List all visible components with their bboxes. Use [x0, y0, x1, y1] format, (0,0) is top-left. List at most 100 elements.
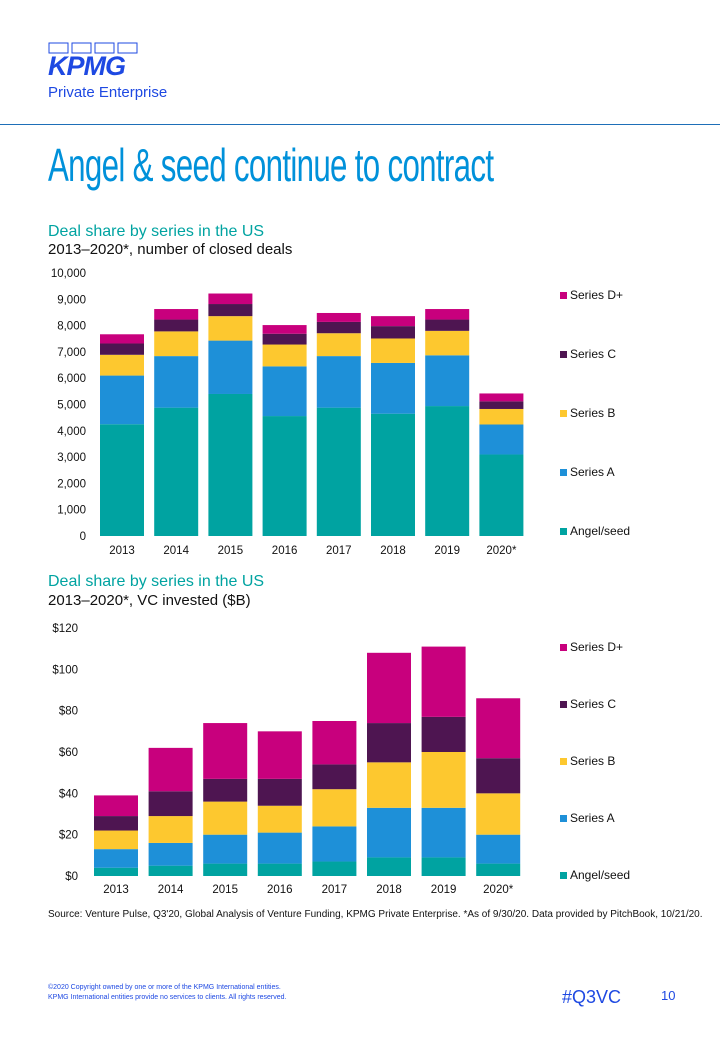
bar-segment-series-b	[100, 354, 144, 376]
bar-segment-series-b	[94, 830, 138, 850]
bar-segment-angel-seed	[100, 424, 144, 536]
bar-segment-angel-seed	[154, 407, 199, 536]
logo-boxes	[48, 42, 138, 54]
logo-subtitle: Private Enterprise	[48, 84, 168, 101]
y-tick-label: $60	[59, 747, 78, 759]
legend-swatch-series-c	[560, 351, 567, 358]
bar-segment-series-a	[371, 362, 415, 414]
bar-segment-series-b	[148, 816, 193, 843]
page-number: 10	[661, 988, 676, 1003]
bar-segment-series-c	[148, 791, 193, 817]
y-tick-label: 7,000	[57, 347, 86, 359]
bar-segment-series-b	[421, 752, 466, 808]
legend-label-series-b: Series B	[570, 754, 615, 768]
bar-segment-angel-seed	[479, 454, 524, 536]
legend-label-series-c: Series C	[570, 347, 616, 361]
bar-segment-series-a	[154, 356, 199, 408]
x-tick-label: 2020*	[483, 884, 514, 896]
legend-swatch-series-b	[560, 410, 567, 417]
legend-swatch-series-d	[560, 292, 567, 299]
y-tick-label: 0	[80, 531, 86, 543]
bar-segment-series-d	[316, 312, 361, 322]
x-tick-label: 2019	[431, 884, 457, 896]
x-tick-label: 2018	[376, 884, 402, 896]
x-tick-label: 2015	[218, 545, 244, 557]
bar-segment-series-b	[425, 330, 470, 356]
disclaimer-text: KPMG International entities provide no s…	[48, 994, 287, 1001]
bar-segment-series-c	[316, 321, 361, 334]
bar-segment-series-c	[94, 816, 138, 831]
y-tick-label: 4,000	[57, 426, 86, 438]
bar-segment-series-d	[257, 731, 302, 779]
header-divider	[0, 124, 720, 125]
bar-segment-series-c	[208, 304, 253, 317]
bar-segment-angel-seed	[371, 413, 415, 536]
bar-segment-series-b	[154, 331, 199, 357]
chart2-vc-invested: $0 $20 $40 $60 $80 $100 $120 2013 2014 2015 2016 20…	[52, 623, 630, 896]
bar-segment-series-d	[421, 646, 466, 717]
bar-segment-angel-seed	[312, 861, 357, 876]
bar-segment-series-b	[367, 762, 411, 808]
y-tick-label: 8,000	[57, 321, 86, 333]
y-tick-label: $0	[65, 871, 78, 883]
y-tick-label: 10,000	[51, 268, 86, 280]
legend-label-series-a: Series A	[570, 811, 615, 825]
x-tick-label: 2015	[212, 884, 238, 896]
page-title: Angel & seed continue to contract	[48, 139, 494, 191]
y-tick-label: $120	[52, 623, 78, 635]
legend-label-angel-seed: Angel/seed	[570, 524, 630, 538]
bar-segment-series-d	[371, 316, 415, 327]
bar-segment-series-a	[421, 807, 466, 858]
x-tick-label: 2014	[163, 545, 189, 557]
bar-segment-angel-seed	[208, 393, 253, 536]
legend-swatch-angel-seed	[560, 872, 567, 879]
x-tick-label: 2017	[322, 884, 348, 896]
bar-segment-series-a	[100, 375, 144, 425]
y-tick-label: $20	[59, 830, 78, 842]
x-tick-label: 2020*	[486, 545, 517, 557]
bar-segment-series-c	[479, 401, 524, 409]
legend-swatch-series-a	[560, 469, 567, 476]
bar-segment-series-d	[154, 309, 199, 320]
legend-label-series-d: Series D+	[570, 640, 623, 654]
bar-segment-series-c	[257, 778, 302, 806]
bar-segment-series-c	[421, 716, 466, 752]
bar-segment-angel-seed	[476, 863, 521, 876]
bar-segment-series-d	[479, 393, 524, 402]
bar-segment-series-c	[312, 764, 357, 790]
legend-swatch-series-d	[560, 644, 567, 651]
bar-segment-series-a	[312, 826, 357, 862]
bar-segment-series-d	[148, 747, 193, 792]
chart1-title: Deal share by series in the US	[48, 223, 265, 240]
bar-segment-series-b	[208, 316, 253, 341]
legend-label-series-b: Series B	[570, 406, 615, 420]
bar-segment-angel-seed	[94, 867, 138, 876]
y-tick-label: 3,000	[57, 452, 86, 464]
bar-segment-series-a	[257, 832, 302, 864]
legend-swatch-series-c	[560, 701, 567, 708]
bar-segment-angel-seed	[425, 406, 470, 536]
bar-segment-angel-seed	[257, 863, 302, 876]
bar-segment-series-c	[371, 326, 415, 339]
x-tick-label: 2016	[267, 884, 293, 896]
bar-segment-series-c	[203, 778, 248, 802]
copyright-text: ©2020 Copyright owned by one or more of …	[48, 984, 281, 991]
bar-segment-angel-seed	[262, 416, 307, 536]
legend-swatch-series-b	[560, 758, 567, 765]
bar-segment-series-b	[262, 344, 307, 367]
bar-segment-series-a	[262, 366, 307, 417]
bar-segment-series-b	[316, 333, 361, 357]
bar-segment-series-c	[476, 758, 521, 794]
bar-segment-series-b	[257, 805, 302, 833]
bar-segment-angel-seed	[367, 857, 411, 876]
kpmg-logo: KPMG	[48, 51, 126, 81]
chart1-subtitle: 2013–2020*, number of closed deals	[48, 241, 293, 258]
x-tick-label: 2013	[109, 545, 135, 557]
bar-segment-series-d	[425, 309, 470, 320]
bar-segment-series-d	[100, 334, 144, 344]
x-tick-label: 2018	[380, 545, 406, 557]
y-tick-label: $100	[52, 664, 78, 676]
hashtag: #Q3VC	[562, 987, 622, 1007]
x-tick-label: 2016	[272, 545, 298, 557]
bar-segment-series-d	[262, 325, 307, 334]
